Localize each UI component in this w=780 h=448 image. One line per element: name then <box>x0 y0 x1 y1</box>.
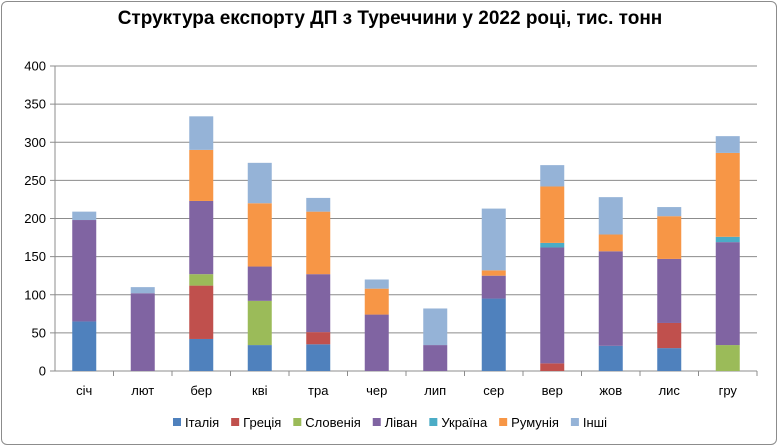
bar-segment <box>130 293 155 371</box>
bar-segment <box>306 197 331 212</box>
bar-segment <box>481 298 506 371</box>
bar-segment <box>715 345 740 371</box>
y-tick-label: 200 <box>24 211 46 226</box>
legend-label: Інші <box>583 415 607 430</box>
y-axis-ticks: 0 50 100 150 200 250 300 350 400 <box>24 59 46 379</box>
legend-label: Україна <box>441 415 488 430</box>
bar-segment <box>598 234 623 252</box>
bar-segment <box>540 247 565 364</box>
y-tick-label: 50 <box>32 325 46 340</box>
bar-segment <box>130 287 155 294</box>
y-tick-label: 150 <box>24 249 46 264</box>
bar-segment <box>247 162 272 204</box>
bar-segment <box>540 242 565 248</box>
bar-segment <box>189 200 214 275</box>
bar-segment <box>657 348 682 371</box>
bar-segment <box>189 149 214 201</box>
bar-segment <box>189 116 214 150</box>
bar-segment <box>481 270 506 276</box>
bar-segment <box>247 203 272 267</box>
legend-label: Румунія <box>511 415 559 430</box>
bar-segment <box>715 152 740 237</box>
bar-segment <box>481 208 506 271</box>
bar-segment <box>72 321 97 371</box>
x-tick-label: січ <box>76 383 92 398</box>
bar-segment <box>247 345 272 371</box>
x-tick-label: лис <box>659 383 681 398</box>
bar-segment <box>364 288 389 315</box>
legend-label: Словенія <box>305 415 360 430</box>
y-tick-label: 0 <box>39 364 46 379</box>
bar-segment <box>306 344 331 371</box>
legend-swatch <box>429 418 438 426</box>
bar-segment <box>247 266 272 301</box>
y-tick-label: 100 <box>24 287 46 302</box>
x-tick-label: кві <box>252 383 268 398</box>
bar-segment <box>715 236 740 243</box>
y-tick-label: 350 <box>24 97 46 112</box>
legend-label: Греція <box>243 415 281 430</box>
x-tick-label: бер <box>190 383 212 398</box>
bar-segment <box>364 279 389 289</box>
bar-segment <box>715 242 740 346</box>
legend-swatch <box>172 418 181 426</box>
x-tick-label: вер <box>542 383 563 398</box>
legend-swatch <box>499 418 508 426</box>
x-tick-label: лип <box>424 383 446 398</box>
x-tick-label: чер <box>366 383 387 398</box>
bar-segment <box>364 314 389 371</box>
bar-segment <box>657 322 682 349</box>
bar-segment <box>72 211 97 221</box>
legend-label: Ліван <box>385 415 418 430</box>
bar-segment <box>247 300 272 346</box>
bar-segment <box>598 345 623 371</box>
x-tick-label: лют <box>131 383 154 398</box>
legend-swatch <box>231 418 240 426</box>
legend-swatch <box>293 418 302 426</box>
bar-segment <box>598 197 623 235</box>
bar-segment <box>306 211 331 275</box>
x-tick-label: сер <box>483 383 504 398</box>
bar-segment <box>189 338 214 371</box>
legend-swatch <box>570 418 579 426</box>
bar-segment <box>72 220 97 322</box>
bar-segment <box>306 274 331 333</box>
bar-segment <box>306 332 331 345</box>
legend-swatch <box>372 418 381 426</box>
bar-segment <box>481 275 506 299</box>
bars <box>72 116 740 371</box>
legend-label: Італія <box>185 415 219 430</box>
x-axis-ticks: січ лют бер кві тра чер лип сер вер жов лис гру <box>76 383 737 398</box>
legend: Італія Греція Словенія Ліван Україна Румунія І… <box>172 415 607 430</box>
x-tick-label: тра <box>308 383 329 398</box>
y-tick-label: 250 <box>24 173 46 188</box>
x-tick-label: гру <box>719 383 738 398</box>
bar-segment <box>189 274 214 286</box>
bar-segment <box>423 345 448 371</box>
y-tick-label: 300 <box>24 135 46 150</box>
bar-segment <box>540 186 565 243</box>
bar-segment <box>657 216 682 259</box>
bar-segment <box>598 251 623 346</box>
x-tick-label: жов <box>599 383 622 398</box>
bar-segment <box>189 285 214 339</box>
chart-title: Структура експорту ДП з Туреччини у 2022… <box>117 8 663 29</box>
y-tick-label: 400 <box>24 59 46 74</box>
bar-segment <box>715 136 740 153</box>
bar-segment <box>540 165 565 187</box>
bar-segment <box>540 363 565 371</box>
gridlines <box>50 65 758 376</box>
bar-segment <box>657 207 682 217</box>
bar-segment <box>657 258 682 323</box>
bar-segment <box>423 308 448 346</box>
